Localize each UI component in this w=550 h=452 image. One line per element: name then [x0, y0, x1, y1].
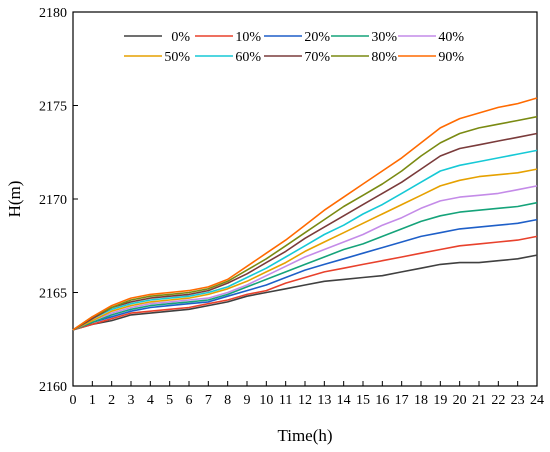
x-tick-label: 0: [70, 393, 77, 408]
x-tick-label: 5: [166, 393, 173, 408]
y-tick-label: 2175: [39, 100, 67, 115]
legend-label: 60%: [235, 50, 261, 65]
y-tick-label: 2165: [39, 287, 67, 302]
y-tick-label: 2180: [39, 6, 67, 21]
x-tick-label: 18: [414, 393, 428, 408]
x-tick-label: 23: [511, 393, 525, 408]
x-tick-label: 20: [453, 393, 467, 408]
x-tick-label: 24: [530, 393, 544, 408]
plot-frame: [72, 11, 538, 387]
series-line-10pct: [72, 235, 538, 331]
series-line-60pct: [72, 149, 538, 331]
legend-label: 80%: [371, 50, 397, 65]
legend-label: 20%: [304, 30, 330, 45]
y-axis: 2160 2165 2170 2175 2180: [39, 6, 78, 395]
series-layer: [72, 97, 538, 331]
series-line-90pct: [72, 97, 538, 331]
x-tick-label: 16: [375, 393, 389, 408]
legend-label: 0%: [171, 30, 190, 45]
x-tick-label: 6: [186, 393, 193, 408]
plot-area: 0 1 2 3 4 5 6 7 8 9 10 11 12 13 14 15 16 17 18 19 20 21 22 23 24…: [39, 6, 544, 408]
x-tick-label: 7: [205, 393, 212, 408]
legend-label: 30%: [371, 30, 397, 45]
legend-label: 50%: [164, 50, 190, 65]
x-tick-label: 12: [298, 393, 312, 408]
legend-label: 40%: [438, 30, 464, 45]
x-tick-label: 13: [317, 393, 331, 408]
series-line-40pct: [72, 185, 538, 331]
x-tick-label: 15: [356, 393, 370, 408]
x-tick-label: 3: [128, 393, 135, 408]
series-line-70pct: [72, 132, 538, 331]
legend-label: 90%: [438, 50, 464, 65]
x-tick-label: 19: [433, 393, 447, 408]
legend-label: 70%: [304, 50, 330, 65]
series-line-50pct: [72, 168, 538, 331]
x-axis: 0 1 2 3 4 5 6 7 8 9 10 11 12 13 14 15 16 17 18 19 20 21 22 23 24: [70, 381, 544, 408]
x-axis-title: Time(h): [277, 426, 332, 445]
y-axis-title: H(m): [5, 181, 24, 218]
y-tick-label: 2170: [39, 193, 67, 208]
y-tick-label: 2160: [39, 380, 67, 395]
x-tick-label: 17: [395, 393, 409, 408]
series-line-20pct: [72, 218, 538, 331]
x-tick-label: 10: [259, 393, 273, 408]
x-tick-label: 22: [491, 393, 505, 408]
x-tick-label: 4: [147, 393, 154, 408]
x-tick-label: 14: [337, 393, 351, 408]
series-line-0pct: [72, 254, 538, 331]
x-tick-label: 9: [244, 393, 251, 408]
x-tick-label: 8: [224, 393, 231, 408]
x-tick-label: 1: [89, 393, 96, 408]
x-tick-label: 11: [279, 393, 292, 408]
series-line-30pct: [72, 201, 538, 331]
legend-label: 10%: [235, 30, 261, 45]
x-tick-label: 21: [472, 393, 486, 408]
legend: 0% 10% 20% 30% 40% 50% 60% 70% 80% 90%: [124, 30, 464, 65]
x-tick-label: 2: [108, 393, 115, 408]
series-line-80pct: [72, 115, 538, 331]
